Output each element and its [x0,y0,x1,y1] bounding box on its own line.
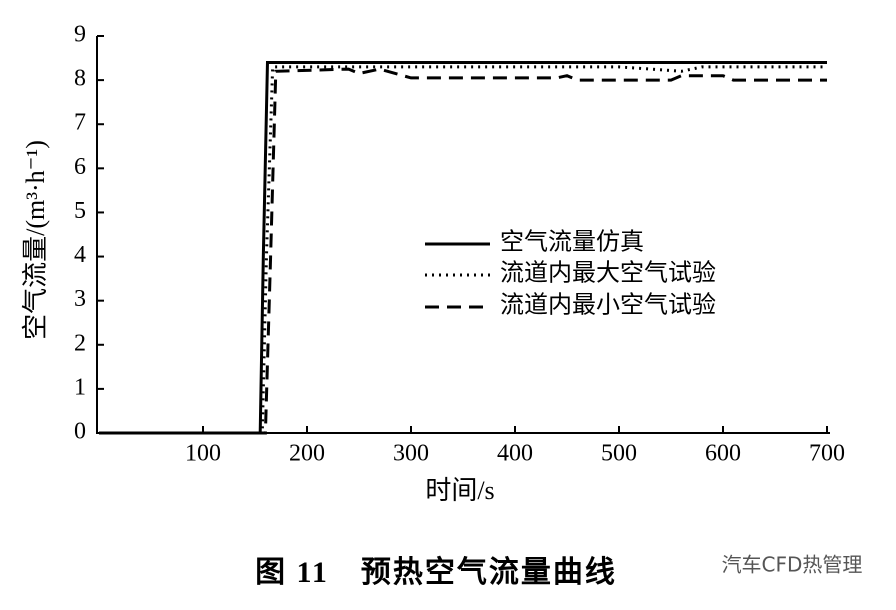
x-tick-label: 300 [393,441,429,467]
y-tick-label: 1 [74,374,86,400]
y-tick-label: 8 [74,66,86,92]
y-axis-label: 空气流量/(m³·h⁻¹) [21,140,50,340]
x-axis-label: 时间/s [425,476,494,505]
x-tick-label: 700 [809,441,845,467]
x-tick-label: 400 [497,441,533,467]
y-tick-label: 9 [74,22,86,48]
y-tick-label: 0 [74,419,86,445]
caption: 图 11 预热空气流量曲线 [255,556,617,589]
x-tick-label: 600 [705,441,741,467]
y-tick-label: 2 [74,330,86,356]
y-tick-label: 4 [74,242,86,268]
legend-label: 流道内最小空气试验 [500,292,716,319]
series-line [99,67,827,435]
legend-label: 流道内最大空气试验 [500,260,716,287]
x-tick-label: 100 [185,441,221,467]
y-tick-label: 6 [74,154,86,180]
y-tick-label: 7 [74,110,86,136]
series-line [99,65,827,435]
y-tick-label: 3 [74,286,86,312]
x-tick-label: 200 [289,441,325,467]
legend-label: 空气流量仿真 [500,229,644,256]
x-tick-label: 500 [601,441,637,467]
watermark: 汽车CFD热管理 [722,553,863,577]
legend: 空气流量仿真 流道内最大空气试验 流道内最小空气试验 [425,229,716,319]
series-line [99,60,827,435]
y-tick-label: 5 [74,198,86,224]
